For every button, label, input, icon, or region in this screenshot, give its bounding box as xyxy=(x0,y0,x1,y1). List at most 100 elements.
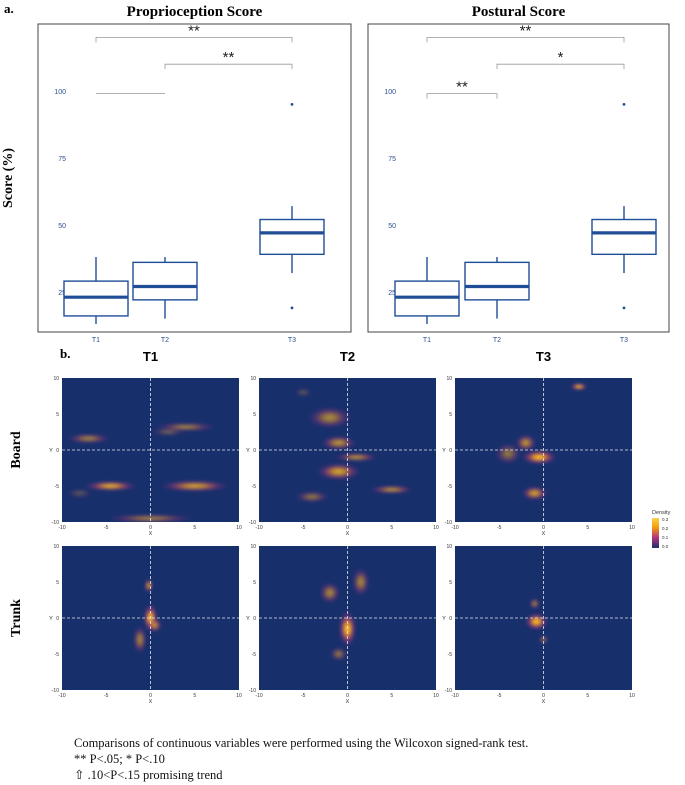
outlier-point xyxy=(290,306,294,310)
x-tick-label: 5 xyxy=(586,525,589,531)
x-tick-label: 5 xyxy=(390,693,393,699)
legend-title: Density xyxy=(652,510,671,516)
box-body xyxy=(132,261,198,301)
density-blob xyxy=(319,582,341,604)
density-blob xyxy=(294,491,330,503)
density-blob xyxy=(147,618,163,633)
y-tick-label: 0 xyxy=(449,616,452,622)
x-tick-label: -10 xyxy=(451,693,458,699)
density-blob xyxy=(84,480,138,492)
y-tick-label: -10 xyxy=(249,520,256,526)
density-blobs xyxy=(494,383,588,501)
panel-a-label: a. xyxy=(4,1,14,16)
density-blob xyxy=(529,597,540,610)
y-tick-label: -10 xyxy=(249,688,256,694)
density-blob xyxy=(538,635,549,644)
x-tick-label: 5 xyxy=(586,693,589,699)
x-axis-label: X xyxy=(542,699,546,705)
x-tick-label: -10 xyxy=(451,525,458,531)
y-tick-label: -5 xyxy=(252,484,257,490)
y-axis-label: Y xyxy=(442,616,446,622)
y-tick-label: 100 xyxy=(384,89,396,96)
y-tick-label: 75 xyxy=(388,156,396,163)
legend-tick-label: 0.2 xyxy=(662,526,669,531)
y-axis-label: Score (%) xyxy=(1,148,16,208)
x-tick-label: 5 xyxy=(193,693,196,699)
column-label-t3: T3 xyxy=(536,349,551,364)
density-blob xyxy=(66,488,93,498)
footnote-line-significance: ** P<.05; * P<.10 xyxy=(74,752,165,766)
y-tick-label: 5 xyxy=(253,580,256,586)
density-blob xyxy=(521,450,557,465)
y-tick-label: -5 xyxy=(448,652,453,658)
density-blob xyxy=(521,486,548,501)
x-tick-label: -5 xyxy=(497,693,502,699)
y-tick-label: 50 xyxy=(58,223,66,230)
y-tick-label: 75 xyxy=(58,156,66,163)
y-tick-label: 5 xyxy=(449,580,452,586)
density-blob xyxy=(351,567,370,597)
heatmap-board-t1: -10 -5 0 5 10 X 10 5 0 -5 -10 Y xyxy=(49,376,242,537)
density-blobs xyxy=(524,597,549,644)
density-blob xyxy=(334,452,379,462)
x-axis-label: X xyxy=(346,699,350,705)
density-blobs xyxy=(294,388,414,503)
x-tick-label: 0 xyxy=(542,525,545,531)
panel-b-label: b. xyxy=(60,346,70,361)
density-blob xyxy=(150,428,186,436)
x-tick-label: T2 xyxy=(493,337,501,344)
y-tick-label: 0 xyxy=(253,448,256,454)
box-body xyxy=(591,218,657,256)
y-tick-label: -10 xyxy=(52,688,59,694)
heatmap-trunk-t2: -10 -5 0 5 10 X 10 5 0 -5 -10 Y xyxy=(246,544,439,705)
heatmap-board-t2: -10 -5 0 5 10 X 10 5 0 -5 -10 Y xyxy=(246,376,439,537)
x-tick-label: 0 xyxy=(149,693,152,699)
y-tick-label: 0 xyxy=(56,448,59,454)
x-tick-label: 10 xyxy=(236,693,242,699)
x-tick-label: -5 xyxy=(301,525,306,531)
y-tick-label: 50 xyxy=(388,223,396,230)
box-t1 xyxy=(394,257,460,324)
legend-tick-label: 0.3 xyxy=(662,517,669,522)
y-tick-label: 0 xyxy=(449,448,452,454)
y-tick-label: 0 xyxy=(56,616,59,622)
bracket-line xyxy=(426,93,498,99)
x-tick-label: T3 xyxy=(620,337,628,344)
density-blob xyxy=(132,625,147,654)
x-tick-label: T3 xyxy=(288,337,296,344)
x-tick-label: 10 xyxy=(629,693,635,699)
x-tick-label: -10 xyxy=(255,693,262,699)
significance-bracket: * xyxy=(496,49,625,70)
x-tick-label: 0 xyxy=(346,693,349,699)
y-tick-label: 10 xyxy=(250,544,256,550)
x-tick-label: T1 xyxy=(92,337,100,344)
y-tick-label: 5 xyxy=(56,412,59,418)
y-tick-label: -5 xyxy=(55,484,60,490)
x-tick-label: 10 xyxy=(433,693,439,699)
box-plot-panels: Proprioception Score Score (%) 25 50 75 100 T1… xyxy=(1,4,670,344)
x-tick-label: -10 xyxy=(58,693,65,699)
x-tick-label: -5 xyxy=(104,693,109,699)
density-blob xyxy=(524,612,548,631)
x-tick-label: 0 xyxy=(346,525,349,531)
y-tick-label: -5 xyxy=(55,652,60,658)
y-tick-label: -10 xyxy=(445,688,452,694)
y-tick-label: 25 xyxy=(388,290,396,297)
y-axis-label: Y xyxy=(49,448,53,454)
y-tick-label: 0 xyxy=(253,616,256,622)
x-tick-label: 10 xyxy=(433,525,439,531)
row-label-board: Board xyxy=(9,431,24,469)
y-tick-label: 100 xyxy=(54,89,66,96)
density-blob xyxy=(329,646,348,662)
x-tick-label: -10 xyxy=(255,525,262,531)
significance-bracket: ** xyxy=(95,22,293,43)
box-body xyxy=(464,261,530,301)
density-blob xyxy=(307,406,352,429)
bracket-line xyxy=(95,36,293,43)
significance-bracket: ** xyxy=(164,49,293,70)
x-tick-label: -5 xyxy=(497,525,502,531)
density-blob xyxy=(369,485,414,494)
